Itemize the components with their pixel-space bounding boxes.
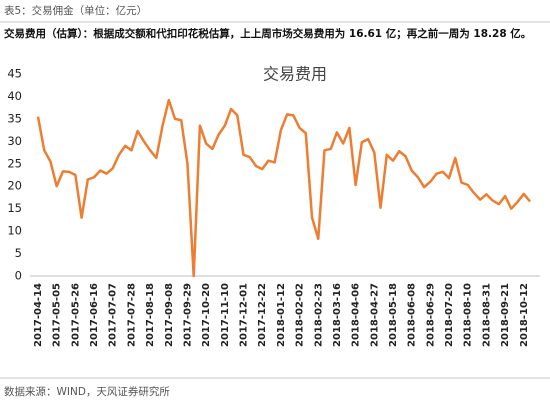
- x-tick-label: 2017-05-26: [70, 283, 81, 347]
- x-tick-label: 2017-06-16: [89, 283, 100, 347]
- x-tick-label: 2017-07-28: [126, 283, 137, 347]
- x-tick-label: 2017-12-22: [257, 283, 268, 347]
- x-tick-label: 2018-01-12: [276, 283, 287, 347]
- x-tick-label: 2018-02-02: [295, 283, 306, 347]
- chart-title: 交易费用: [263, 65, 327, 84]
- x-tick-label: 2018-03-16: [332, 283, 343, 347]
- y-tick-label: 10: [7, 224, 22, 238]
- y-tick-label: 45: [7, 67, 22, 81]
- y-tick-label: 35: [7, 111, 22, 125]
- x-tick-label: 2018-04-27: [369, 283, 380, 347]
- x-tick-label: 2017-11-10: [220, 283, 231, 347]
- summary: 交易费用（估算）：根据成交额和代扣印花税估算，上上周市场交易费用为 16.61 …: [4, 27, 531, 40]
- x-tick-label: 2017-08-18: [145, 283, 156, 347]
- x-tick-label: 2018-04-06: [351, 283, 362, 347]
- data-line: [36, 98, 531, 278]
- x-tick-label: 2017-09-08: [164, 283, 175, 347]
- x-tick-label: 2018-06-08: [407, 283, 418, 347]
- y-tick-label: 25: [7, 156, 22, 170]
- source: 数据来源：WIND，天风证券研究所: [4, 385, 170, 398]
- x-tick-label: 2018-05-18: [388, 283, 399, 347]
- y-tick-label: 20: [7, 179, 22, 193]
- x-tick-label: 2018-10-12: [519, 283, 530, 347]
- x-tick-label: 2018-07-20: [444, 283, 455, 347]
- y-tick-label: 40: [7, 89, 22, 103]
- x-tick-label: 2017-09-29: [182, 283, 193, 347]
- x-tick-label: 2018-02-23: [313, 283, 324, 347]
- y-tick-label: 30: [7, 134, 22, 148]
- x-tick-label: 2017-05-05: [52, 283, 63, 347]
- y-tick-label: 5: [15, 246, 22, 260]
- y-tick-label: 0: [15, 269, 22, 283]
- caption: 表5：交易佣金（单位：亿元）: [4, 4, 147, 17]
- x-tick-label: 2018-09-21: [500, 283, 511, 347]
- x-tick-label: 2017-12-01: [239, 283, 250, 347]
- x-tick-label: 2018-06-29: [425, 283, 436, 347]
- y-tick-label: 15: [7, 201, 22, 215]
- x-tick-label: 2018-08-10: [463, 283, 474, 347]
- x-tick-label: 2018-08-31: [481, 283, 492, 347]
- x-tick-label: 2017-07-07: [108, 283, 119, 347]
- x-tick-label: 2017-10-20: [201, 283, 212, 347]
- x-tick-label: 2017-04-14: [33, 283, 44, 347]
